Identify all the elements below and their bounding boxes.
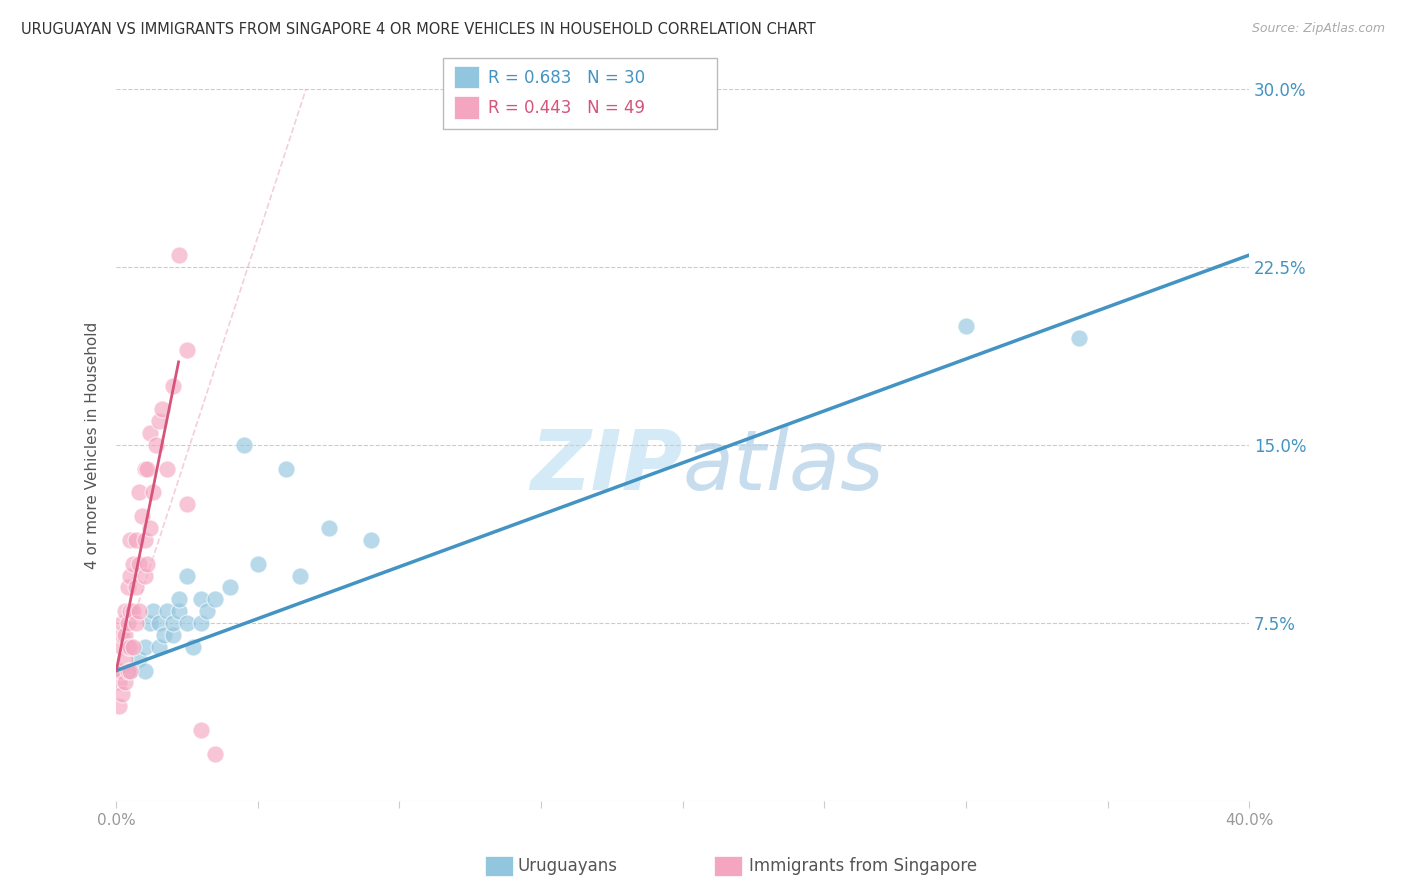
Point [139, 521, 162, 535]
Point [122, 557, 145, 571]
Point [125, 581, 148, 595]
Point [318, 521, 340, 535]
Point [148, 640, 170, 654]
Point [128, 604, 150, 618]
Text: URUGUAYAN VS IMMIGRANTS FROM SINGAPORE 4 OR MORE VEHICLES IN HOUSEHOLD CORRELATI: URUGUAYAN VS IMMIGRANTS FROM SINGAPORE 4… [21, 22, 815, 37]
Text: ZIP: ZIP [530, 425, 683, 507]
Text: R = 0.443   N = 49: R = 0.443 N = 49 [488, 99, 645, 117]
Point [167, 248, 190, 262]
Point [153, 628, 176, 642]
Point [204, 747, 226, 761]
Point [111, 640, 134, 654]
Point [120, 533, 142, 547]
Point [176, 568, 198, 582]
Point [167, 604, 190, 618]
Point [120, 568, 142, 582]
Point [190, 592, 212, 607]
Point [145, 438, 167, 452]
Point [156, 462, 179, 476]
Point [232, 438, 254, 452]
Text: R = 0.683   N = 30: R = 0.683 N = 30 [488, 69, 645, 87]
Point [125, 533, 148, 547]
Text: Source: ZipAtlas.com: Source: ZipAtlas.com [1251, 22, 1385, 36]
Point [128, 651, 150, 665]
Point [176, 497, 198, 511]
Point [120, 640, 142, 654]
Point [176, 343, 198, 357]
Point [117, 581, 139, 595]
Point [122, 604, 145, 618]
Point [181, 640, 204, 654]
Point [128, 485, 150, 500]
Text: atlas: atlas [683, 425, 884, 507]
Point [120, 604, 142, 618]
Point [117, 664, 139, 678]
Point [111, 616, 134, 631]
Point [162, 628, 184, 642]
Point [114, 628, 136, 642]
Point [1069, 331, 1091, 345]
Point [148, 414, 170, 428]
Point [131, 509, 153, 524]
Point [139, 426, 162, 441]
Point [142, 604, 165, 618]
Point [955, 319, 977, 334]
Text: Immigrants from Singapore: Immigrants from Singapore [749, 857, 977, 875]
Point [134, 462, 156, 476]
Point [139, 616, 162, 631]
Point [114, 675, 136, 690]
Point [117, 640, 139, 654]
Point [136, 557, 159, 571]
Point [134, 533, 156, 547]
Point [114, 604, 136, 618]
Point [134, 568, 156, 582]
Point [195, 604, 218, 618]
Point [246, 557, 269, 571]
Y-axis label: 4 or more Vehicles in Household: 4 or more Vehicles in Household [86, 321, 100, 568]
Point [218, 581, 240, 595]
Point [108, 699, 131, 714]
Point [190, 616, 212, 631]
Point [290, 568, 312, 582]
Point [156, 604, 179, 618]
Point [120, 664, 142, 678]
Point [142, 485, 165, 500]
Point [150, 402, 173, 417]
Point [167, 592, 190, 607]
Point [276, 462, 298, 476]
Point [128, 557, 150, 571]
Point [114, 651, 136, 665]
Text: Uruguayans: Uruguayans [517, 857, 617, 875]
Point [204, 592, 226, 607]
Point [136, 462, 159, 476]
Point [117, 616, 139, 631]
Point [162, 378, 184, 392]
Point [134, 664, 156, 678]
Point [360, 533, 382, 547]
Point [176, 616, 198, 631]
Point [108, 675, 131, 690]
Point [125, 616, 148, 631]
Point [134, 640, 156, 654]
Point [111, 687, 134, 701]
Point [108, 664, 131, 678]
Point [120, 664, 142, 678]
Point [111, 628, 134, 642]
Point [148, 616, 170, 631]
Point [162, 616, 184, 631]
Point [122, 640, 145, 654]
Point [111, 664, 134, 678]
Point [190, 723, 212, 737]
